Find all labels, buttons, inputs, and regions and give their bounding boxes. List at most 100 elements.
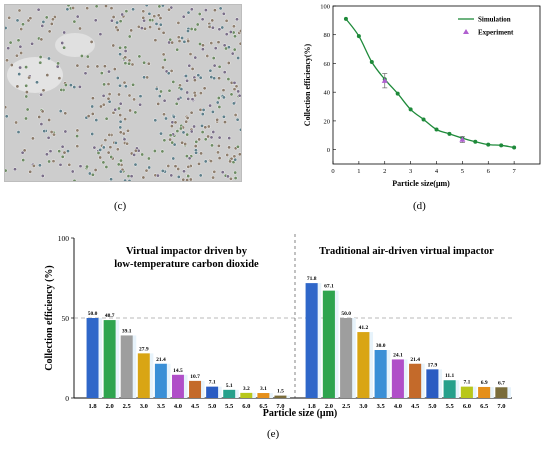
particle xyxy=(154,21,159,26)
particle xyxy=(133,148,138,153)
particle xyxy=(133,162,138,167)
particle xyxy=(180,36,185,40)
particle xyxy=(205,54,210,58)
bar xyxy=(357,332,370,398)
x-tick-label: 5.5 xyxy=(225,403,234,410)
particle xyxy=(162,98,167,103)
particle xyxy=(123,61,128,66)
bar-value-label: 10.7 xyxy=(190,374,200,380)
particle xyxy=(107,92,112,97)
particle xyxy=(86,114,91,119)
particle xyxy=(187,63,192,68)
particle xyxy=(115,28,120,32)
particle xyxy=(166,164,171,168)
x-tick-label: 7 xyxy=(513,168,517,175)
particle xyxy=(123,55,128,60)
particle xyxy=(21,158,26,163)
particle xyxy=(90,132,95,136)
particle xyxy=(198,91,203,96)
particle xyxy=(124,9,129,14)
particle xyxy=(217,76,222,81)
particle xyxy=(85,164,89,169)
bar-value-label: 6.7 xyxy=(498,380,505,386)
particle xyxy=(152,14,157,19)
particle xyxy=(156,13,161,18)
particle xyxy=(58,162,63,167)
particle xyxy=(39,122,44,127)
particle xyxy=(63,83,68,87)
particle xyxy=(181,177,186,181)
particle xyxy=(229,92,234,97)
particle xyxy=(57,76,62,81)
particle xyxy=(186,164,191,169)
particle xyxy=(208,68,213,73)
particle xyxy=(228,30,233,34)
particle xyxy=(117,92,121,97)
x-tick-label: 6.5 xyxy=(480,403,489,410)
particle xyxy=(143,26,147,31)
particle xyxy=(104,5,108,8)
x-tick-label: 0 xyxy=(331,168,334,175)
particle xyxy=(198,42,202,46)
bar xyxy=(478,386,491,398)
particle xyxy=(75,14,80,19)
simulation-point xyxy=(512,145,517,150)
particle xyxy=(221,11,226,16)
x-tick-label: 2.0 xyxy=(106,403,114,410)
particle xyxy=(113,107,118,112)
particle xyxy=(159,131,163,136)
particle xyxy=(177,39,182,44)
particle xyxy=(173,164,178,169)
particle xyxy=(21,22,25,27)
particle xyxy=(221,114,226,119)
particle xyxy=(190,97,195,102)
particle xyxy=(90,96,95,101)
particle xyxy=(237,152,241,157)
particle xyxy=(47,159,52,164)
particle xyxy=(210,109,215,114)
particle xyxy=(44,152,49,157)
particle xyxy=(192,78,197,83)
particle xyxy=(28,169,33,174)
particle xyxy=(115,147,120,152)
particle xyxy=(28,16,33,21)
particle xyxy=(138,94,143,99)
efficiency-bar-chart: Collection efficiency (%) Particle size … xyxy=(44,234,512,419)
particle xyxy=(79,54,84,58)
particle xyxy=(30,136,35,141)
particle xyxy=(127,61,132,66)
particle xyxy=(173,120,178,125)
y-tick-label: 100 xyxy=(320,4,330,11)
x-tick-label: 7.0 xyxy=(497,403,505,410)
particle xyxy=(145,75,150,80)
bar-value-label: 67.1 xyxy=(324,284,334,290)
particle xyxy=(210,143,214,148)
bar-value-label: 3.1 xyxy=(260,386,267,392)
particle xyxy=(210,25,215,30)
simulation-point xyxy=(408,107,413,112)
bar-value-label: 7.1 xyxy=(209,380,216,386)
particle xyxy=(153,118,158,123)
particle xyxy=(148,18,153,23)
particle xyxy=(162,112,166,117)
particle xyxy=(55,64,60,69)
particle xyxy=(158,22,163,27)
particle xyxy=(62,45,67,50)
bright-patch xyxy=(7,57,63,93)
particle xyxy=(193,55,198,60)
particle xyxy=(212,8,217,13)
particle xyxy=(39,37,44,42)
particle xyxy=(113,140,118,145)
particle xyxy=(203,125,208,130)
particle xyxy=(94,118,99,123)
particle xyxy=(213,46,218,51)
particle xyxy=(123,45,128,50)
particle xyxy=(232,87,237,92)
particle xyxy=(72,19,77,24)
particle xyxy=(38,60,43,65)
particle xyxy=(16,38,21,43)
x-tick-label: 5 xyxy=(461,168,464,175)
particle xyxy=(215,117,220,122)
simulation-point xyxy=(447,131,452,136)
